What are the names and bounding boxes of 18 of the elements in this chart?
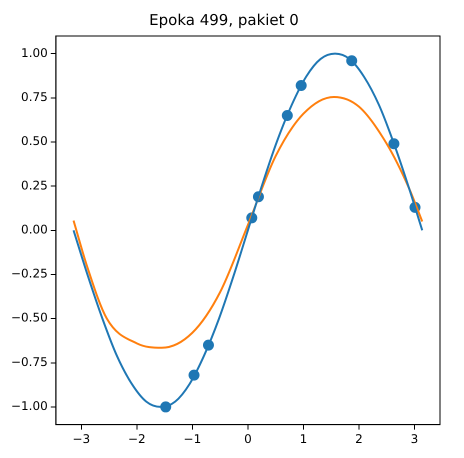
x-tick-label: −1 (184, 432, 202, 446)
y-tick-label: −1.00 (10, 399, 48, 414)
y-tick-label: 0.50 (21, 134, 48, 148)
y-tick-label: 0.25 (21, 178, 48, 192)
y-tick-label: −0.25 (10, 266, 48, 281)
y-tick-label: 1.00 (21, 46, 48, 60)
y-tick-label: 0.75 (21, 90, 48, 104)
line-series (72, 96, 424, 349)
x-tick-label: 3 (410, 432, 418, 446)
x-tick-label: −2 (128, 432, 146, 446)
x-tick-label: 1 (300, 432, 308, 446)
y-tick-label: −0.75 (10, 354, 48, 369)
y-tick-label: 0.00 (21, 222, 48, 236)
y-tick-label: −0.50 (10, 310, 48, 325)
x-tick-label: 0 (244, 432, 252, 446)
chart-title: Epoka 499, pakiet 0 (149, 10, 299, 29)
x-tick-label: −3 (72, 432, 90, 446)
x-tick-label: 2 (355, 432, 363, 446)
